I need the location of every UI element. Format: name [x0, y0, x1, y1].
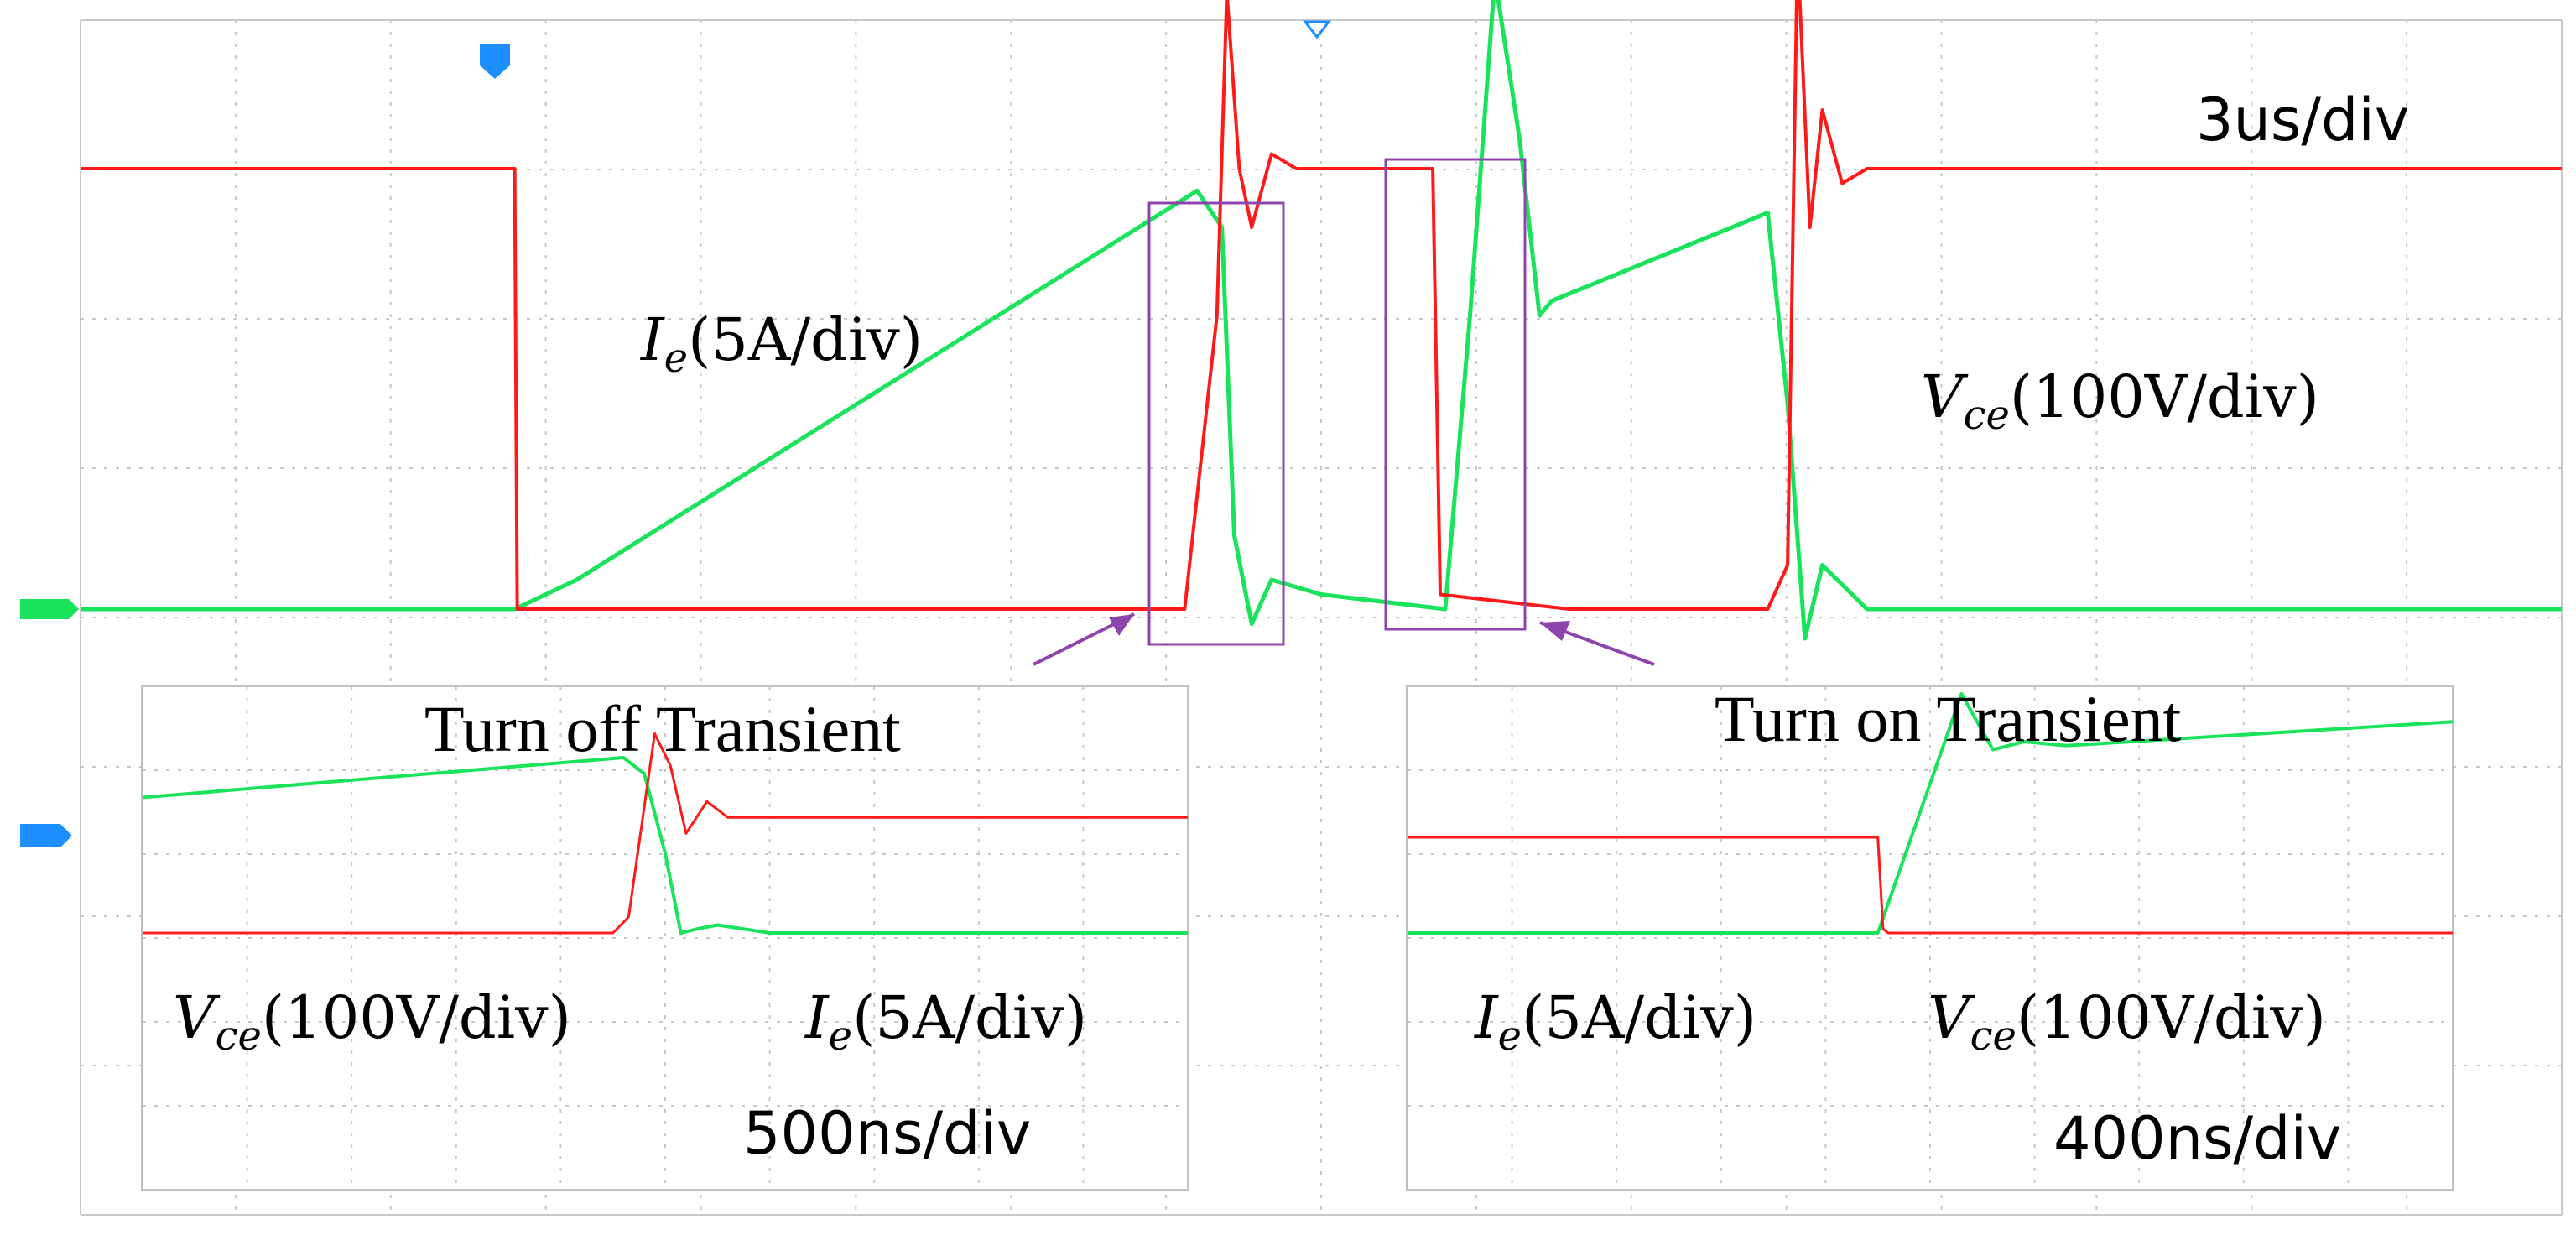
turn-off-plot	[143, 686, 1188, 1190]
turn-on-plot	[1408, 686, 2453, 1190]
vce-scale: (100V/div)	[261, 983, 571, 1052]
ie-subscript: e	[828, 1013, 853, 1060]
vce-scale: (100V/div)	[2009, 362, 2319, 431]
ie-scale: (5A/div)	[852, 983, 1088, 1052]
ie-symbol: I	[641, 305, 664, 374]
turn-off-ie-label: Ie(5A/div)	[805, 988, 1087, 1056]
turn-on-inset: Turn on Transient Ie(5A/div) Vce(100V/di…	[1406, 685, 2454, 1191]
ie-symbol: I	[805, 983, 829, 1052]
vce-subscript: ce	[1963, 392, 2010, 439]
ie-trace	[143, 756, 1188, 935]
turn-off-timebase: 500ns/div	[743, 1099, 1032, 1168]
turn-on-traces	[1408, 692, 2453, 935]
channel-marker-icon	[20, 599, 79, 619]
vce-symbol: V	[173, 983, 216, 1052]
turn-on-grid	[1408, 686, 2453, 1190]
ie-subscript: e	[1497, 1013, 1522, 1060]
vce-symbol: V	[1921, 362, 1964, 431]
turn-on-ie-label: Ie(5A/div)	[1475, 988, 1756, 1056]
vce-subscript: ce	[1970, 1013, 2017, 1060]
ie-symbol: I	[1475, 983, 1498, 1052]
turn-off-title: Turn off Transient	[424, 692, 901, 765]
ie-scale: (5A/div)	[688, 305, 924, 374]
turn-off-highlight-box	[1147, 201, 1285, 646]
turn-on-highlight-box	[1384, 158, 1527, 631]
trigger-left-icon	[20, 824, 72, 847]
trigger-top-icon	[480, 44, 510, 79]
main-traces	[81, 0, 2562, 641]
turn-on-arrow-head	[1540, 621, 1570, 641]
vce-trace	[1408, 836, 2453, 935]
turn-on-title: Turn on Transient	[1715, 682, 2182, 755]
main-ie-label: Ie(5A/div)	[641, 310, 923, 378]
ie-trace	[81, 0, 2562, 641]
main-markers	[20, 20, 1655, 847]
turn-off-inset: Turn off Transient Vce(100V/div) Ie(5A/d…	[141, 685, 1189, 1191]
turn-off-traces	[143, 732, 1188, 935]
turn-off-vce-label: Vce(100V/div)	[173, 988, 571, 1056]
vce-trace	[143, 732, 1188, 935]
turn-on-timebase: 400ns/div	[2053, 1104, 2342, 1173]
vce-trace	[81, 0, 2562, 611]
ie-trace	[1408, 692, 2453, 935]
vce-subscript: ce	[215, 1013, 262, 1060]
ie-subscript: e	[664, 335, 689, 382]
vce-symbol: V	[1928, 983, 1970, 1052]
ie-scale: (5A/div)	[1522, 983, 1757, 1052]
main-vce-label: Vce(100V/div)	[1921, 367, 2319, 435]
main-timebase-label: 3us/div	[2196, 86, 2410, 154]
turn-off-arrow-head	[1109, 614, 1134, 636]
vce-scale: (100V/div)	[2016, 983, 2326, 1052]
center-marker-icon	[1302, 20, 1332, 39]
turn-on-vce-label: Vce(100V/div)	[1928, 988, 2326, 1056]
